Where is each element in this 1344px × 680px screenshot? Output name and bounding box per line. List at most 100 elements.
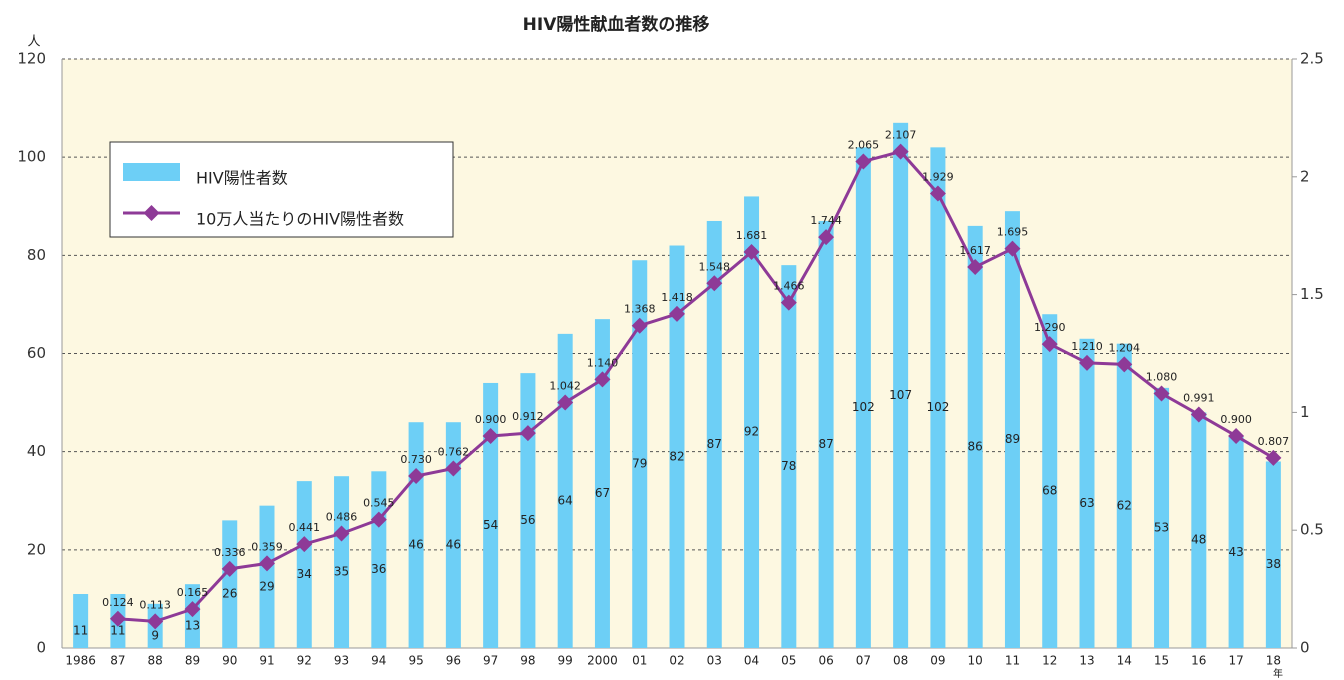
x-tick-label: 98 xyxy=(520,654,535,668)
line-marker xyxy=(259,555,275,572)
bar-value-label: 102 xyxy=(926,400,949,414)
bar-value-label: 87 xyxy=(818,437,833,451)
bar-value-label: 43 xyxy=(1228,545,1243,559)
line-value-label: 0.900 xyxy=(475,413,507,426)
x-tick-label: 09 xyxy=(930,654,945,668)
line-value-label: 1.548 xyxy=(699,260,731,273)
x-tick-label: 90 xyxy=(222,654,237,668)
bar-value-label: 11 xyxy=(73,624,88,638)
x-tick-label: 91 xyxy=(259,654,274,668)
line-value-label: 2.107 xyxy=(885,129,917,142)
y-axis-label: 人 xyxy=(27,35,40,50)
y-tick-label: 100 xyxy=(17,148,46,166)
line-value-label: 0.807 xyxy=(1258,435,1290,448)
y-tick-label: 120 xyxy=(17,50,46,68)
bar xyxy=(73,594,89,648)
line-marker xyxy=(1116,356,1133,373)
x-tick-label: 92 xyxy=(297,654,312,668)
bar-value-label: 92 xyxy=(744,425,759,439)
line-marker xyxy=(445,460,462,477)
bar xyxy=(930,147,946,648)
bar-value-label: 53 xyxy=(1154,520,1169,534)
line-value-label: 0.441 xyxy=(289,521,321,534)
line-value-label: 1.418 xyxy=(661,291,693,304)
legend-label: HIV陽性者数 xyxy=(196,169,288,188)
legend-marker xyxy=(143,205,160,221)
line-value-label: 1.695 xyxy=(997,226,1029,239)
y2-tick-label: 1 xyxy=(1300,403,1310,421)
x-tick-label: 17 xyxy=(1228,654,1243,668)
line-value-label: 1.080 xyxy=(1146,371,1178,384)
y2-tick-label: 2.5 xyxy=(1300,50,1324,68)
x-tick-label: 06 xyxy=(818,654,833,668)
line-value-label: 2.065 xyxy=(848,138,880,151)
bar xyxy=(483,382,499,648)
line-value-label: 0.991 xyxy=(1183,392,1215,405)
line-marker xyxy=(1153,385,1170,402)
bar-value-label: 35 xyxy=(334,565,349,579)
x-tick-label: 05 xyxy=(781,654,796,668)
y-tick-label: 0 xyxy=(36,639,46,657)
bar xyxy=(1079,338,1095,648)
bar-value-label: 86 xyxy=(968,439,983,453)
bar-value-label: 11 xyxy=(110,624,125,638)
legend-swatch xyxy=(123,163,180,181)
line-value-label: 0.336 xyxy=(214,546,246,559)
bar-value-label: 48 xyxy=(1191,533,1206,547)
line-value-label: 0.730 xyxy=(400,453,432,466)
bar-value-label: 36 xyxy=(371,562,386,576)
bar-value-label: 46 xyxy=(408,538,423,552)
y-tick-label: 40 xyxy=(27,442,46,460)
line-value-label: 1.681 xyxy=(736,229,768,242)
line-marker xyxy=(408,468,425,485)
x-tick-label: 99 xyxy=(558,654,573,668)
bar xyxy=(893,122,909,648)
line-marker xyxy=(1004,240,1021,257)
x-tick-label: 10 xyxy=(968,654,983,668)
x-tick-label: 01 xyxy=(632,654,647,668)
x-tick-label: 2000 xyxy=(587,654,618,668)
line-value-label: 1.368 xyxy=(624,303,656,316)
bar xyxy=(967,225,983,648)
x-tick-label: 04 xyxy=(744,654,759,668)
bar-value-label: 102 xyxy=(852,400,875,414)
bar-value-label: 62 xyxy=(1117,498,1132,512)
bar-value-label: 56 xyxy=(520,513,535,527)
bar xyxy=(1154,387,1170,648)
line-marker xyxy=(743,243,760,260)
x-tick-label: 94 xyxy=(371,654,386,668)
y-tick-label: 60 xyxy=(27,344,46,362)
bar xyxy=(222,520,238,648)
x-tick-label: 95 xyxy=(408,654,423,668)
line-value-label: 1.466 xyxy=(773,280,805,293)
x-tick-label: 11 xyxy=(1005,654,1020,668)
line-marker xyxy=(519,425,536,442)
line-marker xyxy=(818,229,835,246)
line-value-label: 0.912 xyxy=(512,410,544,423)
line-marker xyxy=(594,371,611,388)
line-marker xyxy=(780,294,797,311)
x-axis-label: 年 xyxy=(1273,667,1283,680)
line-marker xyxy=(855,153,872,170)
bar xyxy=(818,220,834,648)
x-tick-label: 96 xyxy=(446,654,461,668)
line-value-label: 0.900 xyxy=(1220,413,1252,426)
bar-value-label: 79 xyxy=(632,457,647,471)
bar-value-label: 82 xyxy=(669,449,684,463)
line-value-label: 0.124 xyxy=(102,596,134,609)
bar-value-label: 34 xyxy=(297,567,312,581)
x-tick-label: 16 xyxy=(1191,654,1206,668)
line-marker xyxy=(557,394,574,411)
legend-label: 10万人当たりのHIV陽性者数 xyxy=(196,210,404,229)
line-value-label: 0.545 xyxy=(363,497,395,510)
bar xyxy=(1191,412,1207,648)
line-marker xyxy=(147,613,164,630)
x-tick-label: 03 xyxy=(707,654,722,668)
bar-value-label: 63 xyxy=(1079,496,1094,510)
line-marker xyxy=(1228,427,1245,444)
bar-value-label: 13 xyxy=(185,619,200,633)
bar-value-label: 68 xyxy=(1042,484,1057,498)
x-tick-label: 89 xyxy=(185,654,200,668)
line-value-label: 1.617 xyxy=(959,244,991,257)
